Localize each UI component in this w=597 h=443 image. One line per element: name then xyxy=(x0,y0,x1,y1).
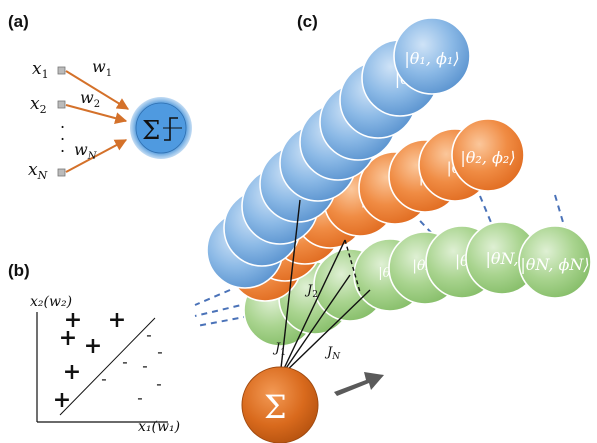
coupling-lines xyxy=(279,199,371,378)
minus-marker: - xyxy=(142,356,147,375)
spin-sphere xyxy=(393,17,471,95)
spin-state-label: |θN, xyxy=(485,249,518,268)
plus-marker: + xyxy=(63,359,81,385)
ellipsis-dot-3: . xyxy=(60,137,65,156)
weight-arrow-2 xyxy=(65,104,128,125)
input-x2-label: x2 xyxy=(30,94,47,116)
minus-marker: - xyxy=(122,352,127,371)
input-node-2 xyxy=(57,100,66,109)
spin-state-label: |θ₂, ϕ₂⟩ xyxy=(460,148,515,167)
spin-state-label: |θ₁, ϕ₁⟩ xyxy=(404,49,459,68)
ellipsis-dot-2: . xyxy=(60,125,65,144)
panel-c-label: (c) xyxy=(297,12,318,31)
panel-a-label: (a) xyxy=(8,12,29,31)
plus-marker: + xyxy=(53,387,71,413)
weight-arrow-N xyxy=(65,139,128,173)
input-node-1 xyxy=(57,66,66,75)
plus-marker: + xyxy=(59,325,77,351)
panel-b-label: (b) xyxy=(8,261,30,280)
neuron-sigma-symbol: Σ xyxy=(142,116,160,146)
plus-marker: + xyxy=(64,307,82,333)
plus-marker: + xyxy=(84,333,102,359)
axis-y-label: x₂(w₂) xyxy=(30,294,72,310)
neuron-node xyxy=(135,102,187,154)
coupling-J1-label: J1 xyxy=(272,341,286,358)
minus-marker: - xyxy=(101,369,106,388)
spin-sphere xyxy=(451,118,525,192)
ellipsis-dot-1: . xyxy=(60,113,65,132)
coupling-line-1 xyxy=(279,199,301,378)
sum-node xyxy=(241,366,319,443)
axis-x-label: x₁(w₁) xyxy=(138,419,180,435)
input-xN-label: xN xyxy=(28,160,48,182)
weight-w2-label: w2 xyxy=(80,88,100,110)
decision-boundary xyxy=(59,317,156,416)
weight-arrow-1 xyxy=(65,70,130,110)
weight-wN-label: wN xyxy=(74,140,98,162)
minus-marker: - xyxy=(137,388,142,407)
panel-c: (c) |θN|θN|θ|θN,|θN, ϕN⟩ |θ₂,|θ₂|θ|θ₂,|θ… xyxy=(194,12,592,443)
coupling-JN-label: JN xyxy=(324,345,341,362)
input-node-N xyxy=(57,168,66,177)
sum-node-sigma-symbol: Σ xyxy=(264,388,287,426)
minus-marker: - xyxy=(156,374,161,393)
step-function-icon xyxy=(164,117,178,141)
minus-markers: --- -- -- xyxy=(101,325,162,407)
spin-state-label: |θN, ϕN⟩ xyxy=(520,255,589,274)
coupling-line-N xyxy=(279,289,371,378)
panel-b: (b) x₂(w₂) x₁(w₁) + ++ +++ --- -- -- xyxy=(8,261,180,435)
weight-w1-label: w1 xyxy=(92,57,112,79)
panel-a: (a) x1 x2 xN . . . w1 w2 wN xyxy=(8,12,192,182)
minus-marker: - xyxy=(146,325,151,344)
coupling-line-3 xyxy=(279,274,351,378)
spin-sphere xyxy=(518,225,592,299)
coupling-line-2 xyxy=(279,239,346,378)
input-x1-label: x1 xyxy=(32,59,49,81)
coupling-dash xyxy=(344,239,361,293)
plus-marker: + xyxy=(108,307,126,333)
plus-markers: + ++ +++ xyxy=(53,307,126,413)
coupling-J2-label: J2 xyxy=(304,283,318,300)
minus-marker: - xyxy=(157,342,162,361)
chain-blue: |θ₁|θ|θ₁,|θ₁, ϕ₁⟩ xyxy=(206,17,471,289)
output-arrow-icon xyxy=(334,372,384,396)
